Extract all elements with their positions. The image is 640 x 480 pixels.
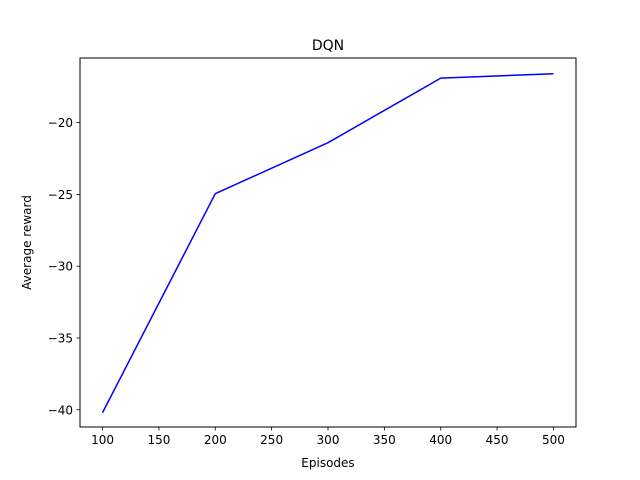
chart-title: DQN — [312, 38, 344, 54]
plot-area — [101, 73, 554, 413]
x-axis-label: Episodes — [301, 456, 354, 470]
y-axis-label: Average reward — [20, 195, 34, 290]
x-tick-label: 100 — [91, 433, 114, 447]
y-tick-label: −40 — [48, 403, 73, 417]
x-tick-label: 500 — [542, 433, 565, 447]
x-tick-label: 300 — [317, 433, 340, 447]
x-tick-label: 400 — [429, 433, 452, 447]
y-tick-label: −30 — [48, 260, 73, 274]
x-tick-label: 350 — [373, 433, 396, 447]
x-tick-label: 200 — [204, 433, 227, 447]
series-line-0 — [101, 73, 554, 413]
x-tick-label: 250 — [260, 433, 283, 447]
x-axis: 100 150 200 250 300 350 400 450 500 — [91, 427, 565, 447]
y-axis: −40 −35 −30 −25 −20 — [48, 116, 80, 417]
y-tick-label: −20 — [48, 116, 73, 130]
axes-frame — [79, 57, 577, 428]
y-tick-label: −25 — [48, 188, 73, 202]
x-tick-label: 450 — [486, 433, 509, 447]
y-tick-label: −35 — [48, 331, 73, 345]
x-tick-label: 150 — [147, 433, 170, 447]
